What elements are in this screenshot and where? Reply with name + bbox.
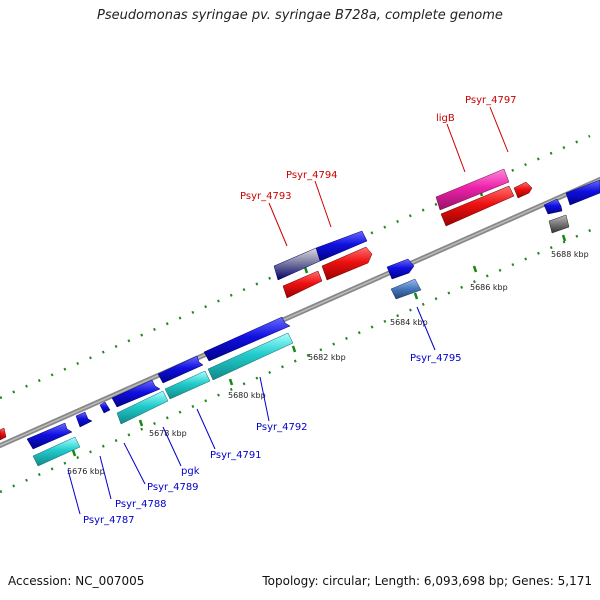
tick-track-inner — [0, 224, 600, 494]
reverse-genes — [0, 181, 533, 441]
gene-label[interactable]: Psyr_4793 — [240, 191, 292, 202]
gene-arrow[interactable] — [548, 214, 570, 234]
gene-arrow[interactable] — [565, 179, 600, 206]
gene-label[interactable]: Psyr_4788 — [115, 499, 167, 510]
genome-backbone — [0, 176, 600, 449]
gene-arrow[interactable] — [99, 401, 111, 414]
gene-arrow[interactable] — [440, 185, 515, 227]
gene-arrow[interactable] — [111, 379, 161, 408]
gene-arrow[interactable] — [513, 181, 533, 199]
kbp-label: 5678 kbp — [149, 429, 187, 438]
major-ticks — [71, 189, 567, 457]
gene-arrow[interactable] — [26, 422, 73, 450]
gene-arrow[interactable] — [207, 332, 294, 381]
accession-text: Accession: NC_007005 — [8, 574, 145, 588]
gene-arrow[interactable] — [282, 270, 323, 299]
gene-arrow[interactable] — [390, 278, 422, 300]
gene-label[interactable]: Psyr_4795 — [410, 353, 462, 364]
gene-label[interactable]: Psyr_4794 — [286, 170, 338, 181]
rna-genes — [32, 332, 294, 467]
kbp-label: 5676 kbp — [67, 467, 105, 476]
leader-lines-top — [268, 106, 509, 247]
gene-label[interactable]: Psyr_4789 — [147, 482, 199, 493]
topology-text: Topology: circular; Length: 6,093,698 bp… — [262, 574, 592, 588]
kbp-label: 5680 kbp — [228, 391, 266, 400]
kbp-label: 5686 kbp — [470, 283, 508, 292]
gene-arrow[interactable] — [386, 258, 415, 280]
gene-arrow[interactable] — [321, 246, 373, 281]
map-title: Pseudomonas syringae pv. syringae B728a,… — [97, 8, 503, 23]
gene-arrow[interactable] — [157, 355, 204, 384]
gene-arrow[interactable] — [543, 198, 563, 215]
gene-label[interactable]: Psyr_4797 — [465, 95, 517, 106]
gene-label[interactable]: Psyr_4787 — [83, 515, 135, 526]
gene-arrow[interactable] — [273, 247, 321, 281]
gene-arrow[interactable] — [164, 370, 211, 400]
gene-arrow[interactable] — [32, 436, 81, 467]
gene-label[interactable]: Psyr_4791 — [210, 450, 262, 461]
gene-arrow[interactable] — [116, 390, 169, 425]
kbp-label: 5684 kbp — [390, 318, 428, 327]
kbp-label: 5688 kbp — [551, 250, 589, 259]
gene-arrow[interactable] — [0, 427, 7, 441]
gene-label[interactable]: Psyr_4792 — [256, 422, 308, 433]
forward-genes — [26, 179, 600, 450]
leader-lines-bottom — [67, 306, 436, 515]
gene-arrow[interactable] — [435, 168, 510, 211]
gene-arrow[interactable] — [75, 411, 93, 428]
gene-label[interactable]: ligB — [436, 113, 455, 124]
kbp-label: 5682 kbp — [308, 353, 346, 362]
gene-arrow[interactable] — [203, 316, 291, 362]
gene-label[interactable]: pgk — [181, 466, 200, 477]
